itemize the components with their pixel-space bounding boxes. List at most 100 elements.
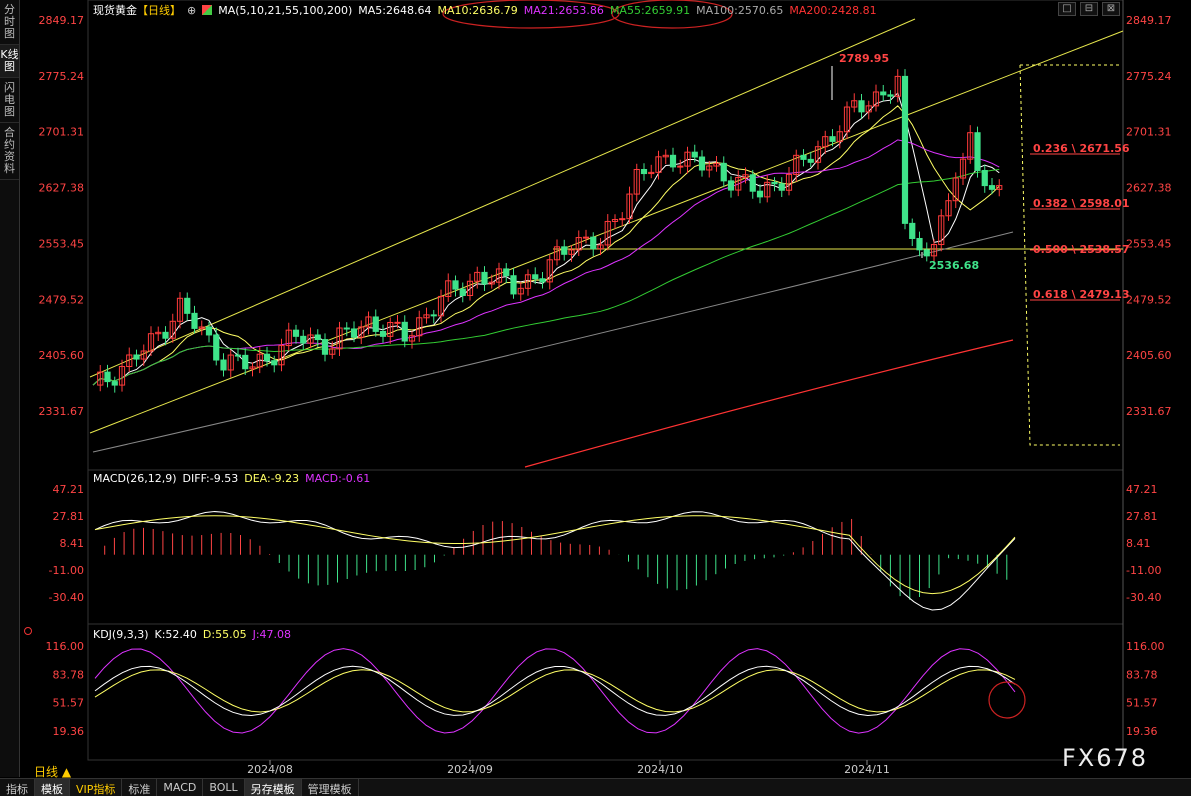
ma100-value: MA100:2570.65	[696, 3, 784, 17]
candle-body	[945, 200, 952, 217]
candle-body	[967, 132, 974, 160]
nav-tab-flash[interactable]: 闪电图	[0, 78, 19, 123]
date-label: 2024/09	[447, 763, 493, 776]
candle-body	[205, 326, 213, 336]
close-icon[interactable]: ⊠	[1102, 2, 1120, 16]
kdj-j-line	[94, 648, 1016, 734]
candle-body	[691, 151, 698, 158]
date-label: 2024/08	[247, 763, 293, 776]
nav-tab-kline[interactable]: K线图	[0, 45, 19, 78]
ma-params[interactable]: MA(5,10,21,55,100,200)	[218, 3, 353, 17]
price-axis: 2849.17 2849.17 2775.24 2775.24 2701.31 2701.…	[39, 14, 1172, 418]
candle-body	[909, 222, 916, 239]
kdj-params[interactable]: KDJ(9,3,3)	[93, 628, 149, 641]
tab-boll[interactable]: BOLL	[203, 779, 245, 796]
candle-body	[575, 237, 582, 251]
price-tick-right: 2331.67	[1126, 405, 1172, 418]
kdj-d-value: D:55.05	[202, 628, 247, 641]
channel-upper-line	[89, 18, 916, 378]
panel-frames	[87, 0, 1124, 761]
candle-body	[872, 91, 880, 107]
candle-body	[662, 154, 669, 158]
candle-body	[343, 327, 350, 330]
candle-body	[445, 280, 452, 297]
kdj-settings-icon[interactable]	[24, 627, 32, 635]
tab-manage-templates[interactable]: 管理模板	[302, 779, 359, 796]
price-header: 现货黄金 【日线】 ⊕ MA(5,10,21,55,100,200) MA5:2…	[93, 2, 877, 18]
price-tick-right: 2479.52	[1126, 293, 1172, 306]
macd-tick-right: -30.40	[1126, 591, 1161, 604]
kdj-tick-left: 51.57	[53, 697, 85, 710]
tab-standard[interactable]: 标准	[122, 779, 158, 796]
nav-tab-contract-info[interactable]: 合约资料	[0, 123, 19, 180]
ma-line	[92, 92, 1000, 386]
kdj-tick-right: 51.57	[1126, 697, 1158, 710]
left-nav: 分时图 K线图 闪电图 合约资料	[0, 0, 20, 777]
kdj-axis: 116.00 116.00 83.78 83.78 51.57 51.57 19.36 19.…	[46, 640, 1165, 738]
macd-params[interactable]: MACD(26,12,9)	[93, 472, 177, 485]
macd-tick-left: 27.81	[53, 510, 85, 523]
tab-templates[interactable]: 模板	[35, 779, 70, 796]
candle-body	[561, 246, 568, 255]
fib-box-line	[1019, 64, 1120, 446]
candle-body	[292, 329, 300, 337]
tab-vip-indicators[interactable]: VIP指标	[70, 779, 123, 796]
tab-save-template[interactable]: 另存模板	[244, 779, 302, 796]
restore-icon[interactable]: ⊟	[1080, 2, 1098, 16]
candle-body	[807, 158, 814, 163]
period-selector[interactable]: 日线 ▲	[34, 765, 72, 779]
candle-body	[394, 321, 401, 324]
moving-average-lines	[92, 92, 1014, 468]
price-tick-left: 2849.17	[39, 14, 85, 27]
candle-body	[517, 287, 524, 295]
macd-dea-line	[94, 515, 1016, 595]
candle-body	[604, 220, 611, 246]
ma-line	[92, 139, 1000, 386]
candle-body	[996, 185, 1003, 190]
candle-body	[829, 136, 836, 142]
candle-body	[379, 330, 387, 337]
candle-body	[329, 348, 336, 355]
candle-body	[408, 335, 416, 342]
candle-body	[655, 156, 662, 173]
price-tick-left: 2553.45	[39, 237, 85, 250]
candle-body	[140, 350, 147, 360]
kdj-k-line	[94, 665, 1016, 716]
watermark-logo: FX678	[1062, 744, 1149, 772]
candle-body	[184, 297, 191, 314]
maximize-icon[interactable]: □	[1058, 2, 1076, 16]
candle-body	[669, 154, 677, 168]
nav-tab-timeshare[interactable]: 分时图	[0, 0, 19, 45]
fib-0382-label: 0.382 \ 2598.01	[1033, 197, 1130, 210]
kdj-k-value: K:52.40	[154, 628, 197, 641]
candle-body	[901, 75, 909, 224]
price-tick-left: 2701.31	[39, 126, 85, 139]
candle-body	[539, 278, 546, 283]
candle-body	[880, 91, 887, 96]
candle-body	[640, 168, 648, 175]
price-tick-left: 2405.60	[39, 349, 85, 362]
chart-canvas[interactable]: 2849.17 2849.17 2775.24 2775.24 2701.31 2701.…	[0, 0, 1191, 778]
candle-body	[930, 244, 938, 257]
candle-body	[887, 94, 894, 97]
candle-body	[97, 371, 104, 386]
candle-body	[648, 171, 655, 175]
ma-line	[92, 105, 1000, 386]
candle-body	[582, 236, 590, 239]
candle-body	[742, 174, 749, 178]
price-tick-left: 2775.24	[39, 70, 85, 83]
candle-body	[104, 371, 111, 383]
candle-body	[365, 316, 372, 328]
candle-body	[466, 280, 474, 297]
candle-body	[118, 366, 126, 386]
tab-macd[interactable]: MACD	[157, 779, 204, 796]
candle-body	[314, 334, 321, 341]
add-icon[interactable]: ⊕	[187, 3, 197, 17]
candle-body	[626, 193, 633, 220]
tab-indicators[interactable]: 指标	[0, 779, 35, 796]
candle-body	[147, 333, 155, 352]
low-price-label: 2536.68	[929, 259, 980, 272]
candle-body	[437, 295, 445, 317]
price-tick-left: 2331.67	[39, 405, 85, 418]
macd-panel-plot	[94, 511, 1016, 611]
